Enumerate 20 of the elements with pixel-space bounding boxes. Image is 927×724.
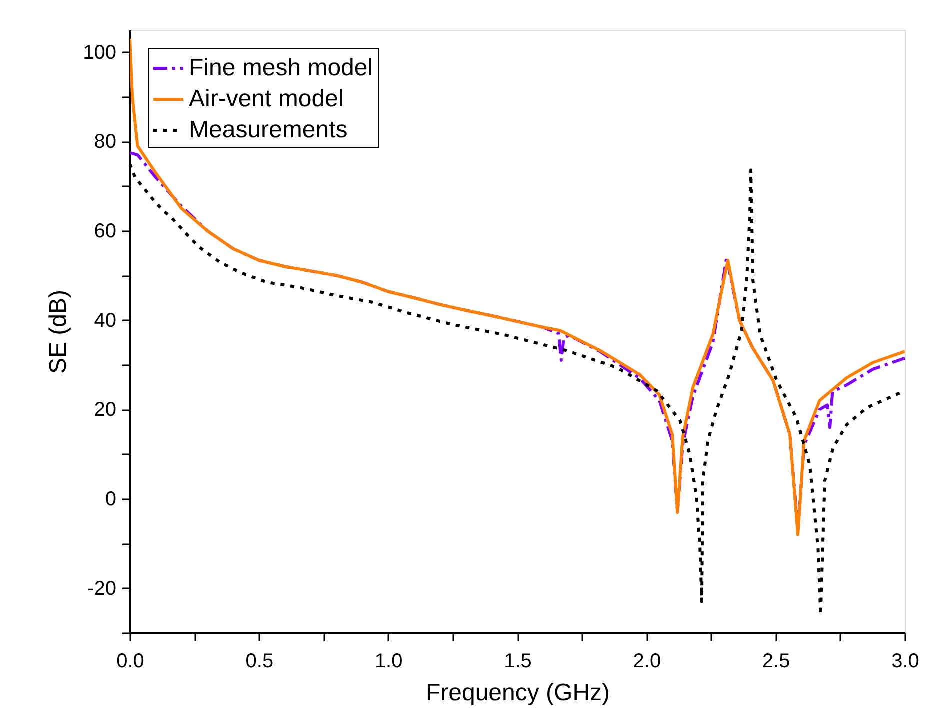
x-axis-title: Frequency (GHz) — [426, 680, 610, 706]
x-tick-label: 1.5 — [504, 650, 532, 672]
x-tick-label: 2.5 — [762, 650, 790, 672]
y-tick-label: 80 — [94, 131, 116, 154]
legend-label: Fine mesh model — [189, 54, 374, 82]
x-tick-label: 0.5 — [246, 650, 274, 672]
x-tick-label: 2.0 — [633, 650, 662, 672]
line-series — [130, 37, 905, 536]
y-tick-label: 60 — [94, 220, 116, 242]
x-tick-label: 3.0 — [892, 650, 920, 672]
y-tick-label: 0 — [105, 488, 116, 510]
legend-label: Air-vent model — [189, 86, 344, 112]
y-tick-label: 20 — [94, 399, 116, 422]
y-axis-title: SE (dB) — [45, 290, 72, 374]
y-tick-label: 40 — [94, 310, 116, 332]
x-tick-label: 1.0 — [374, 650, 403, 672]
legend-label: Measurements — [189, 116, 348, 144]
y-tick-label: 100 — [83, 42, 116, 64]
y-tick-label: -20 — [88, 578, 116, 600]
x-tick-label: 0.0 — [116, 650, 144, 672]
